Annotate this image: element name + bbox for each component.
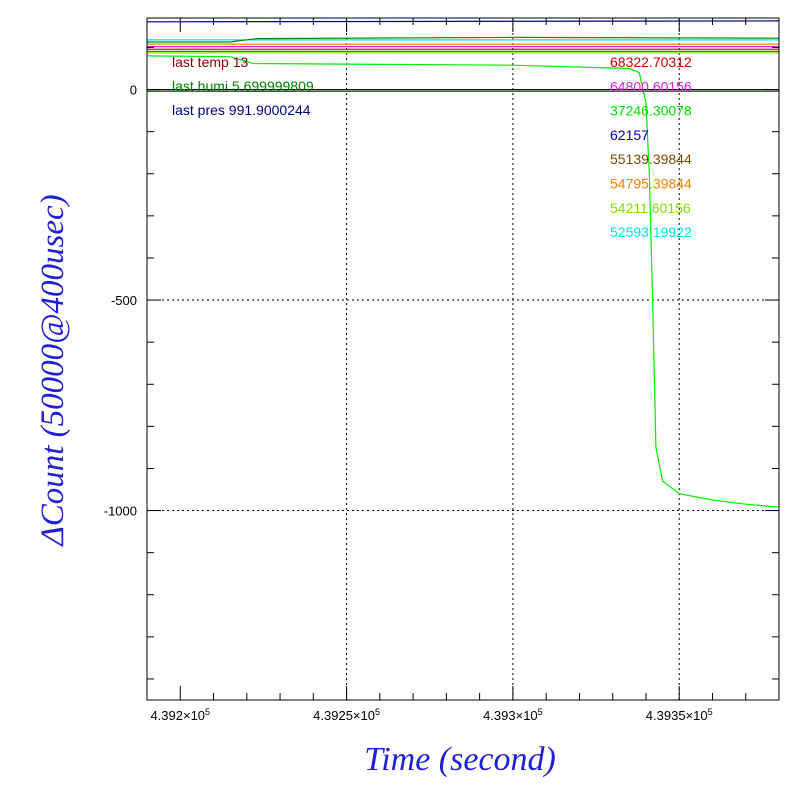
y-tick-label: -1000 xyxy=(104,504,137,519)
annotation-right: 55139.39844 xyxy=(610,151,692,167)
plot-background xyxy=(147,18,779,700)
annotation-left: last pres 991.9000244 xyxy=(172,102,311,118)
series-group xyxy=(147,20,779,508)
y-tick-label: 0 xyxy=(130,83,137,98)
annotation-right: 54795.39844 xyxy=(610,176,692,192)
annotation-right: 64800.60156 xyxy=(610,78,692,94)
annotation-left: last humi 5.699999809 xyxy=(172,78,314,94)
annotation-right: 52593.19922 xyxy=(610,224,692,240)
series-line-3 xyxy=(147,36,779,43)
annotation-right: 37246.30078 xyxy=(610,103,692,119)
plot-frame xyxy=(146,17,780,701)
annotation-right: 68322.70312 xyxy=(610,54,692,70)
y-tick-labels: 0 -500 -1000 xyxy=(104,83,137,519)
axis-ticks xyxy=(146,18,780,700)
series-line-1 xyxy=(147,20,779,23)
annotations: last temp 13 last humi 5.699999809 last pr… xyxy=(172,54,692,240)
series-line-9 xyxy=(147,55,779,508)
annotation-right: 62157 xyxy=(610,127,649,143)
y-axis-title: ΔCount (50000@400usec) xyxy=(35,194,71,547)
y-tick-label: -500 xyxy=(111,293,137,308)
x-tick-label: 4.392×105 xyxy=(150,707,210,723)
x-axis-title: Time (second) xyxy=(364,741,556,778)
x-tick-labels: 4.392×105 4.3925×105 4.393×105 4.3935×105 xyxy=(150,707,712,723)
annotation-left: last temp 13 xyxy=(172,54,248,70)
x-tick-label: 4.3925×105 xyxy=(313,707,380,723)
x-tick-label: 4.3935×105 xyxy=(646,707,713,723)
x-tick-label: 4.393×105 xyxy=(483,707,543,723)
annotation-right: 54211.60156 xyxy=(610,200,691,216)
